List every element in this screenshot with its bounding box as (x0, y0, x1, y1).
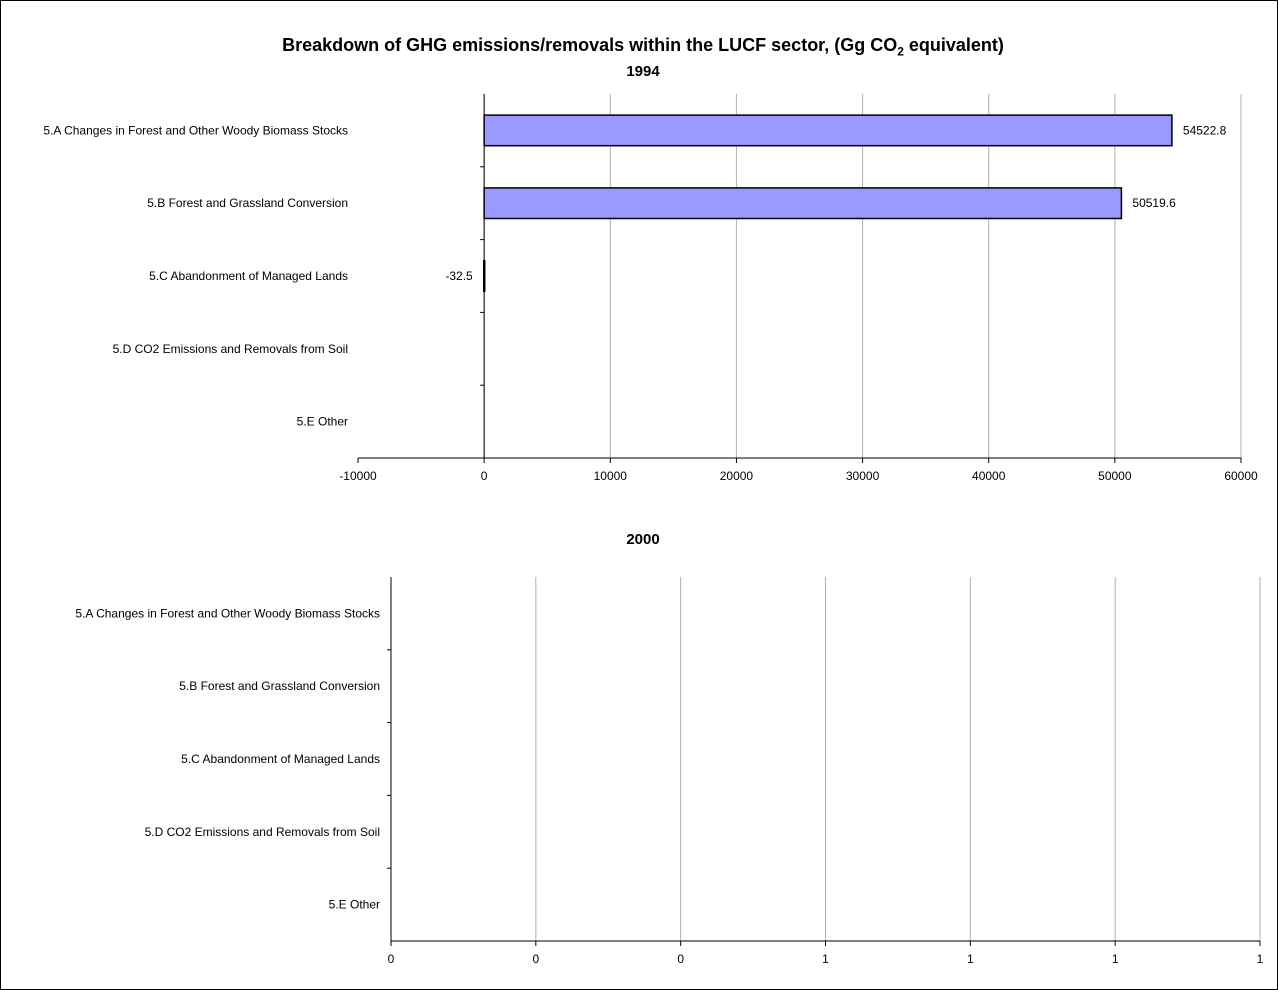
bar (483, 114, 1173, 147)
chart-title: Breakdown of GHG emissions/removals with… (282, 35, 1004, 59)
category-label: 5.B Forest and Grassland Conversion (179, 679, 380, 693)
category-label: 5.E Other (297, 415, 348, 429)
x-tick-label: 0 (481, 469, 488, 483)
x-tick-label: 1 (1257, 952, 1264, 966)
chart-1994: -10000 0 10000 20000 30000 40000 50000 60000 5.A… (43, 94, 1258, 483)
category-label: 5.C Abandonment of Managed Lands (181, 752, 380, 766)
bar (483, 187, 1123, 220)
data-label: 50519.6 (1132, 196, 1176, 210)
data-label: -32.5 (445, 269, 473, 283)
x-tick-label: 0 (677, 952, 684, 966)
x-tick-label: 30000 (846, 469, 880, 483)
category-label: 5.B Forest and Grassland Conversion (147, 196, 348, 210)
category-label: 5.D CO2 Emissions and Removals from Soil (113, 342, 348, 356)
category-label: 5.D CO2 Emissions and Removals from Soil (145, 825, 380, 839)
bar (482, 259, 486, 293)
category-label: 5.E Other (329, 898, 380, 912)
category-label: 5.A Changes in Forest and Other Woody Bi… (75, 606, 380, 620)
x-tick-label: 1 (1112, 952, 1119, 966)
chart-subtitle-2000: 2000 (626, 531, 660, 548)
x-tick-label: 40000 (972, 469, 1006, 483)
x-tick-label: 0 (388, 952, 395, 966)
x-tick-label: 10000 (594, 469, 628, 483)
x-tick-label: 0 (532, 952, 539, 966)
x-tick-label: 60000 (1224, 469, 1258, 483)
category-label: 5.C Abandonment of Managed Lands (149, 269, 348, 283)
x-tick-label: 50000 (1098, 469, 1132, 483)
x-tick-label: 20000 (720, 469, 754, 483)
category-label: 5.A Changes in Forest and Other Woody Bi… (43, 123, 348, 137)
chart-subtitle-1994: 1994 (626, 63, 660, 80)
x-tick-label: -10000 (339, 469, 377, 483)
data-label: 54522.8 (1183, 123, 1227, 137)
x-tick-label: 1 (967, 952, 974, 966)
x-tick-label: 1 (822, 952, 829, 966)
